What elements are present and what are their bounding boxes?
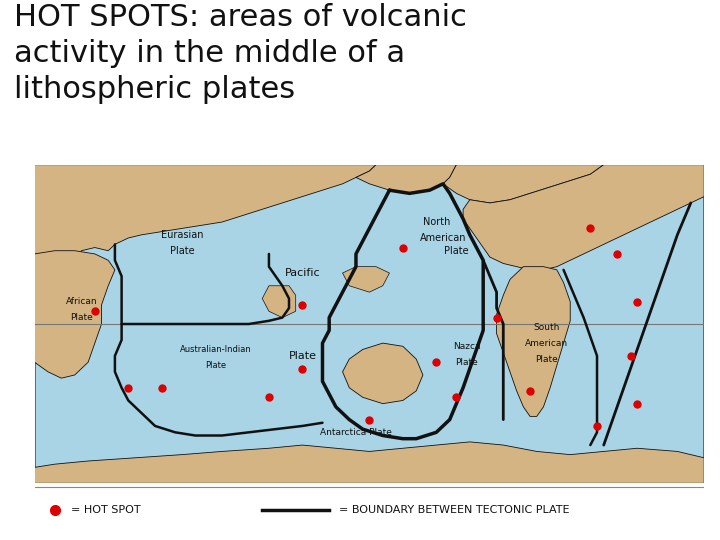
Text: HOT SPOTS: areas of volcanic
activity in the middle of a
lithospheric plates: HOT SPOTS: areas of volcanic activity in… (14, 3, 467, 104)
Polygon shape (343, 343, 423, 404)
Text: Australian-Indian: Australian-Indian (179, 345, 251, 354)
Text: Plate: Plate (536, 355, 558, 363)
Polygon shape (35, 165, 376, 267)
Text: American: American (526, 339, 568, 348)
Text: Antarctica Plate: Antarctica Plate (320, 428, 392, 437)
Text: African: African (66, 297, 97, 306)
Polygon shape (35, 442, 704, 483)
Text: Plate: Plate (444, 246, 469, 256)
Text: Plate: Plate (204, 361, 226, 370)
Polygon shape (463, 165, 704, 270)
Polygon shape (356, 165, 456, 193)
Text: Plate: Plate (455, 357, 478, 367)
Polygon shape (343, 267, 390, 292)
Text: Plate: Plate (169, 246, 194, 256)
Text: Plate: Plate (70, 313, 93, 322)
Text: Eurasian: Eurasian (161, 230, 203, 240)
Text: Pacific: Pacific (284, 268, 320, 278)
Text: South: South (534, 323, 560, 332)
Text: = BOUNDARY BETWEEN TECTONIC PLATE: = BOUNDARY BETWEEN TECTONIC PLATE (339, 505, 570, 515)
Text: = HOT SPOT: = HOT SPOT (71, 505, 141, 515)
Text: North: North (423, 217, 450, 227)
Polygon shape (443, 165, 603, 203)
Text: American: American (420, 233, 467, 243)
Polygon shape (497, 267, 570, 416)
Text: Plate: Plate (289, 351, 316, 361)
Text: Nazca: Nazca (453, 342, 480, 351)
Polygon shape (262, 286, 296, 318)
Polygon shape (35, 251, 115, 378)
